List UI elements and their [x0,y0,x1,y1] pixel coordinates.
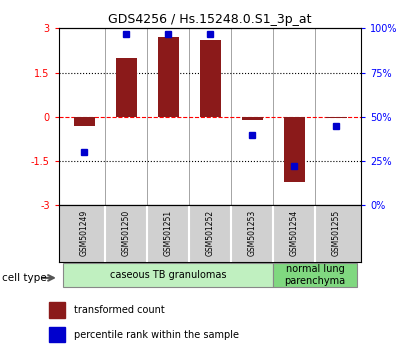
Bar [200,40,221,117]
Text: transformed count: transformed count [74,306,165,315]
Title: GDS4256 / Hs.15248.0.S1_3p_at: GDS4256 / Hs.15248.0.S1_3p_at [108,13,312,26]
Text: GSM501253: GSM501253 [247,210,257,256]
Text: GSM501252: GSM501252 [205,210,215,256]
FancyBboxPatch shape [273,263,357,287]
Bar [158,37,178,117]
FancyBboxPatch shape [63,263,273,287]
Text: cell type: cell type [2,273,47,283]
Text: GSM501250: GSM501250 [121,210,131,256]
Text: caseous TB granulomas: caseous TB granulomas [110,270,226,280]
Bar [49,302,65,318]
Text: percentile rank within the sample: percentile rank within the sample [74,330,239,340]
Bar [241,117,262,120]
Text: GSM501249: GSM501249 [79,210,89,256]
Bar [74,117,94,126]
Bar [326,117,346,118]
Bar [49,327,65,342]
Text: GSM501255: GSM501255 [331,210,341,256]
Text: GSM501254: GSM501254 [289,210,299,256]
Bar [284,117,304,182]
Text: GSM501251: GSM501251 [163,210,173,256]
Bar [116,58,136,117]
Text: normal lung
parenchyma: normal lung parenchyma [284,264,346,286]
